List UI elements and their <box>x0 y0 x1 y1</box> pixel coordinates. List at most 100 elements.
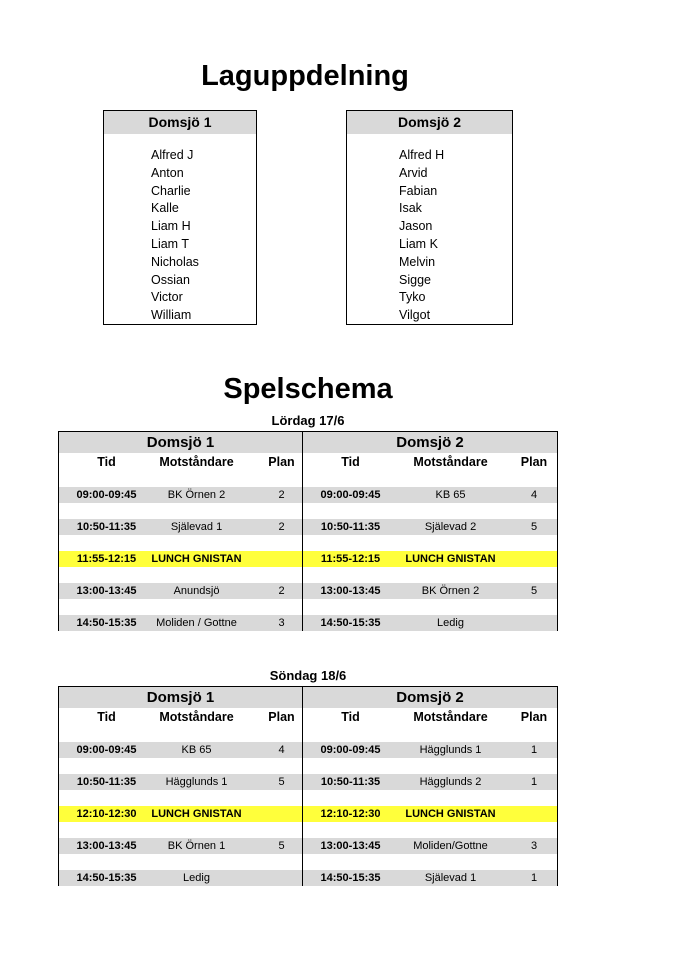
player-name: Sigge <box>399 272 431 287</box>
schedule-table-saturday: Domsjö 1 Tid Motståndare Plan 09:00-09:45 BK … <box>58 431 558 631</box>
column-header: Tid <box>341 455 360 469</box>
match-row: 09:00-09:45 KB 65 4 <box>59 742 302 758</box>
cell-pitch: 5 <box>530 585 538 597</box>
player-list: Alfred H Arvid Fabian Isak Jason Liam K Melvin… <box>347 134 512 325</box>
cell-opponent: LUNCH GNISTAN <box>405 553 496 565</box>
team-header: Domsjö 2 <box>303 432 557 453</box>
lunch-row: 11:55-12:15 LUNCH GNISTAN <box>303 551 557 567</box>
match-row: 09:00-09:45 BK Örnen 2 2 <box>59 487 302 503</box>
player-name: Melvin <box>399 254 436 269</box>
match-row: 14:50-15:35 Ledig <box>303 615 557 631</box>
cell-opponent: BK Örnen 2 <box>421 585 480 597</box>
player-name: Nicholas <box>151 254 199 269</box>
cell-time: 14:50-15:35 <box>76 617 137 629</box>
match-row: 10:50-11:35 Själevad 2 5 <box>303 519 557 535</box>
day-label: Söndag 18/6 <box>269 668 347 683</box>
cell-time: 10:50-11:35 <box>76 776 137 788</box>
player-name: Alfred H <box>399 148 445 162</box>
cell-pitch: 5 <box>278 840 285 852</box>
cell-pitch: 2 <box>278 585 285 597</box>
team-box-domsjo-2: Domsjö 2 Alfred H Arvid Fabian Isak Jason Liam… <box>346 110 513 325</box>
match-row: 10:50-11:35 Själevad 1 2 <box>59 519 302 535</box>
cell-time: 09:00-09:45 <box>76 744 137 756</box>
team-name: Domsjö 2 <box>347 111 512 134</box>
lunch-row: 12:10-12:30 LUNCH GNISTAN <box>303 806 557 822</box>
cell-pitch: 5 <box>278 776 285 788</box>
player-name: Anton <box>151 165 184 180</box>
player-name: Vilgot <box>399 308 431 323</box>
match-row: 10:50-11:35 Hägglunds 2 1 <box>303 774 557 790</box>
cell-time: 09:00-09:45 <box>320 489 381 501</box>
cell-time: 10:50-11:35 <box>320 776 381 788</box>
cell-opponent: LUNCH GNISTAN <box>151 553 242 565</box>
column-header: Plan <box>268 710 295 724</box>
player-name: Arvid <box>399 165 428 180</box>
player-name: Jason <box>399 219 433 234</box>
cell-time: 13:00-13:45 <box>320 585 381 597</box>
player-name: Ossian <box>151 272 190 287</box>
column-header: Plan <box>520 455 548 469</box>
cell-time: 10:50-11:35 <box>320 521 381 533</box>
match-row: 10:50-11:35 Hägglunds 1 5 <box>59 774 302 790</box>
cell-time: 11:55-12:15 <box>76 553 137 565</box>
cell-pitch: 5 <box>530 521 538 533</box>
match-row: 14:50-15:35 Själevad 1 1 <box>303 870 557 886</box>
match-row: 13:00-13:45 Anundsjö 2 <box>59 583 302 599</box>
cell-pitch: 4 <box>530 489 538 501</box>
cell-time: 13:00-13:45 <box>76 585 137 597</box>
player-name: Tyko <box>399 290 426 305</box>
cell-opponent: Moliden / Gottne <box>156 617 237 629</box>
cell-time: 14:50-15:35 <box>320 617 381 629</box>
player-name: Kalle <box>151 201 179 216</box>
match-row: 13:00-13:45 BK Örnen 2 5 <box>303 583 557 599</box>
team-header: Domsjö 1 <box>59 432 302 453</box>
column-header: Motståndare <box>159 455 234 469</box>
cell-opponent: Hägglunds 2 <box>419 776 482 788</box>
day-label: Lördag 17/6 <box>271 413 345 428</box>
cell-pitch: 1 <box>530 744 538 756</box>
cell-time: 12:10-12:30 <box>320 808 381 820</box>
schedule-table-sunday: Domsjö 1 Tid Motståndare Plan 09:00-09:45 KB … <box>58 686 558 886</box>
column-header: Motståndare <box>413 710 488 724</box>
cell-pitch: 2 <box>278 489 285 501</box>
team-schedule: Domsjö 2 Tid Motståndare Plan 09:00-09:45 Häg… <box>302 687 557 886</box>
cell-pitch: 3 <box>530 840 538 852</box>
cell-opponent: Anundsjö <box>173 585 220 597</box>
player-name: Charlie <box>151 183 191 198</box>
match-row: 13:00-13:45 BK Örnen 1 5 <box>59 838 302 854</box>
match-row: 09:00-09:45 Hägglunds 1 1 <box>303 742 557 758</box>
cell-time: 14:50-15:35 <box>76 872 137 884</box>
team-schedule: Domsjö 1 Tid Motståndare Plan 09:00-09:45 BK … <box>59 432 302 631</box>
column-header: Motståndare <box>159 710 234 724</box>
cell-opponent: Ledig <box>183 872 210 884</box>
cell-pitch: 2 <box>278 521 285 533</box>
match-row: 14:50-15:35 Moliden / Gottne 3 <box>59 615 302 631</box>
player-name: Isak <box>399 201 422 216</box>
cell-opponent: BK Örnen 2 <box>167 489 226 501</box>
match-row: 14:50-15:35 Ledig <box>59 870 302 886</box>
player-list: Alfred J Anton Charlie Kalle Liam H Liam T Nic… <box>104 134 256 325</box>
player-name: Liam T <box>151 236 189 251</box>
match-row: 13:00-13:45 Moliden/Gottne 3 <box>303 838 557 854</box>
player-name: Alfred J <box>151 148 194 162</box>
schedule-title: Spelschema <box>223 373 393 405</box>
cell-time: 12:10-12:30 <box>76 808 137 820</box>
cell-pitch: 1 <box>530 872 538 884</box>
column-header: Tid <box>97 455 116 469</box>
cell-time: 14:50-15:35 <box>320 872 381 884</box>
cell-time: 13:00-13:45 <box>76 840 137 852</box>
team-box-domsjo-1: Domsjö 1 Alfred J Anton Charlie Kalle Liam H L… <box>103 110 257 325</box>
cell-time: 13:00-13:45 <box>320 840 381 852</box>
cell-opponent: LUNCH GNISTAN <box>151 808 242 820</box>
cell-opponent: Moliden/Gottne <box>413 840 488 852</box>
team-name: Domsjö 1 <box>104 111 256 134</box>
team-schedule: Domsjö 2 Tid Motståndare Plan 09:00-09:45 KB … <box>302 432 557 631</box>
cell-pitch: 3 <box>278 617 285 629</box>
cell-time: 11:55-12:15 <box>320 553 381 565</box>
player-name: William <box>151 308 192 323</box>
cell-opponent: KB 65 <box>181 744 212 756</box>
teams-title: Laguppdelning <box>201 60 409 92</box>
player-name: Fabian <box>399 183 438 198</box>
team-schedule: Domsjö 1 Tid Motståndare Plan 09:00-09:45 KB … <box>59 687 302 886</box>
